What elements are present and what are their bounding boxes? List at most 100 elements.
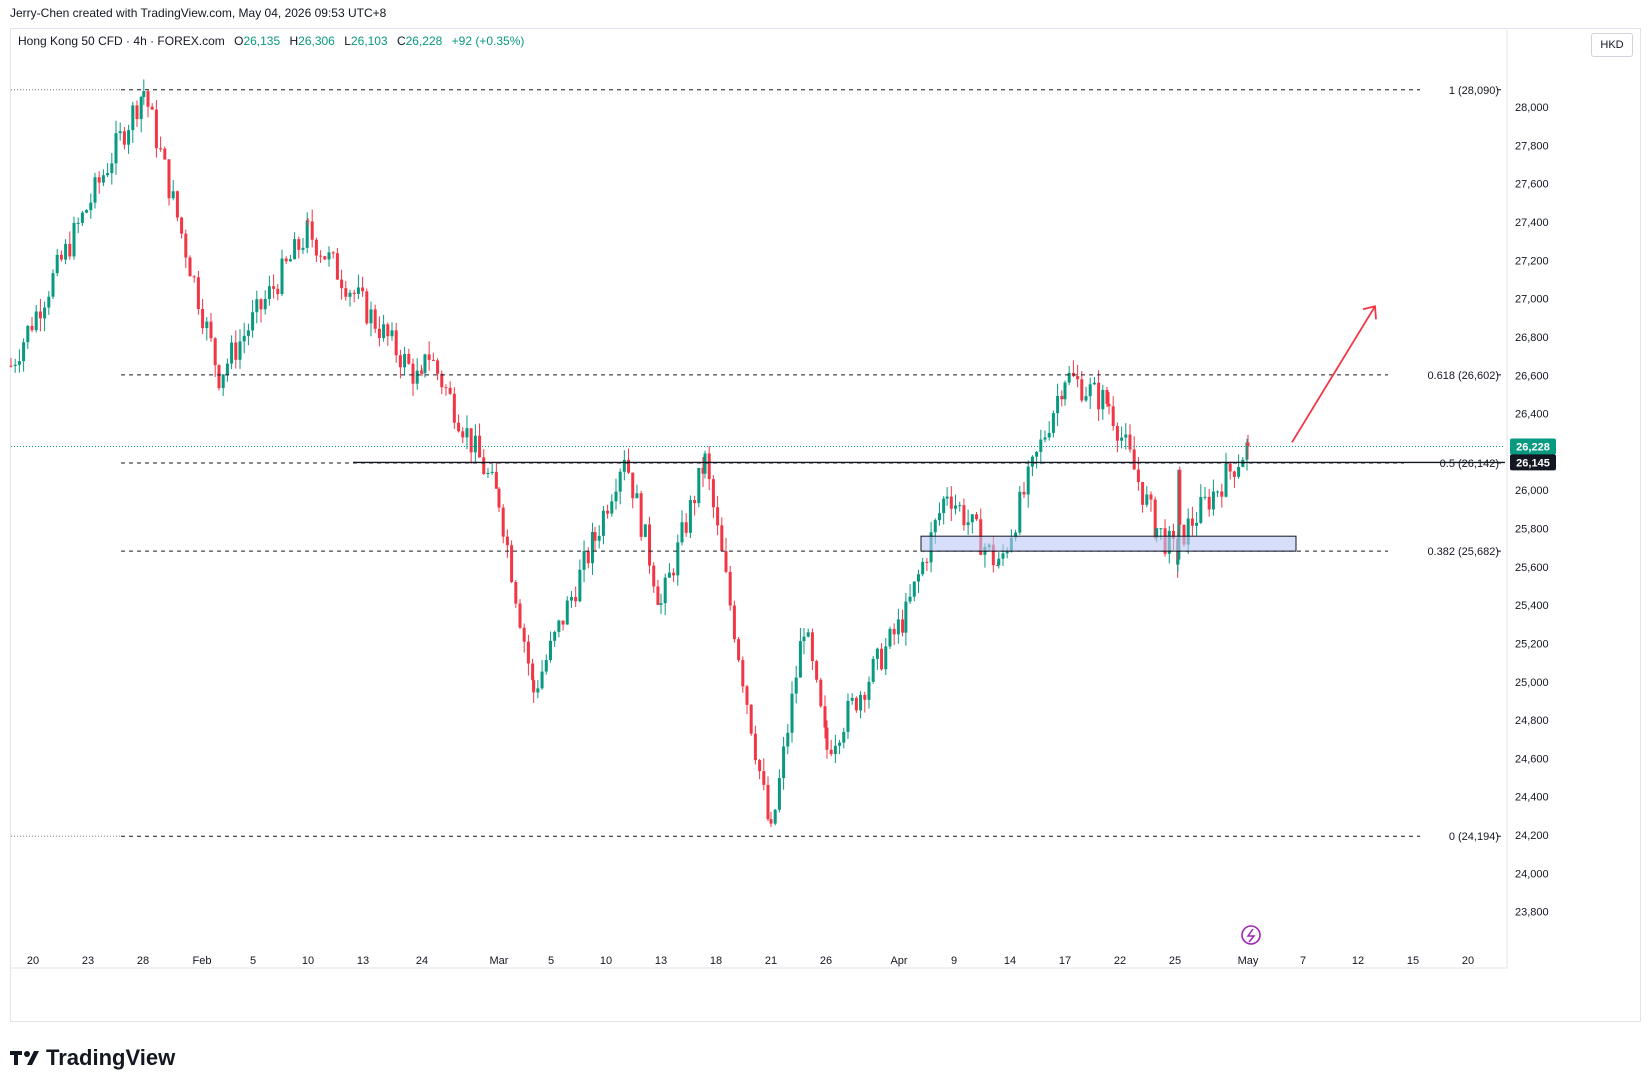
y-tick-label: 27,600	[1515, 179, 1549, 191]
candle-body	[590, 531, 594, 564]
candle-body	[639, 493, 643, 537]
candle-body	[536, 688, 540, 693]
candle-body	[1199, 497, 1203, 523]
chart-frame	[10, 28, 1641, 1022]
x-tick-label: 22	[1114, 955, 1126, 967]
candle-body	[142, 91, 146, 98]
candle-body	[802, 636, 806, 642]
candle-body	[288, 259, 292, 262]
candle-body	[344, 288, 348, 297]
candle-body	[1111, 406, 1115, 427]
candle-body	[1216, 491, 1220, 493]
candle-body	[1063, 382, 1067, 400]
y-tick-label: 24,600	[1515, 753, 1549, 765]
x-tick-label: 10	[600, 955, 612, 967]
y-tick-label: 28,000	[1515, 102, 1549, 114]
candle-body	[9, 365, 13, 367]
candle-body	[122, 131, 126, 145]
candle-body	[1097, 382, 1101, 410]
candle-body	[131, 105, 135, 131]
candle-body	[701, 467, 705, 474]
candle-body	[933, 520, 937, 533]
candle-body	[201, 309, 205, 329]
candle-body	[958, 505, 962, 507]
fib-label-bg	[1420, 829, 1494, 844]
candle-body	[842, 731, 846, 743]
candle-body	[937, 513, 941, 521]
candle-body	[724, 551, 728, 572]
candle-body	[293, 239, 297, 260]
candle-body	[221, 374, 225, 389]
candle-body	[758, 760, 762, 772]
candle-body	[838, 742, 842, 746]
candle-body	[815, 661, 819, 680]
symbol-title[interactable]: Hong Kong 50 CFD · 4h · FOREX.com	[18, 34, 225, 48]
candle-body	[557, 620, 561, 632]
candle-body	[494, 471, 498, 489]
candle-body	[13, 364, 17, 366]
x-tick-label: Apr	[890, 955, 907, 967]
candle-body	[688, 500, 692, 533]
candle-body	[996, 565, 1000, 567]
y-tick-label: 27,000	[1515, 294, 1549, 306]
candle-body	[749, 704, 753, 734]
candle-body	[427, 354, 431, 360]
candle-body	[213, 338, 217, 366]
candle-body	[382, 324, 386, 339]
candle-body	[908, 596, 912, 602]
candle-body	[732, 605, 736, 640]
candle-body	[297, 239, 301, 250]
line-price-badge	[1510, 454, 1556, 471]
candle-body	[648, 524, 652, 566]
candle-body	[403, 353, 407, 368]
candle-body	[949, 496, 953, 509]
y-tick-label: 24,200	[1515, 830, 1549, 842]
candle-body	[1107, 403, 1111, 407]
candle-body	[139, 97, 143, 120]
candle-body	[30, 325, 34, 331]
candle-body	[663, 577, 667, 604]
y-tick-label: 26,800	[1515, 332, 1549, 344]
tradingview-brand[interactable]: TradingView	[10, 1045, 175, 1071]
candle-body	[68, 243, 72, 257]
candle-body	[991, 544, 995, 566]
candle-body	[1159, 528, 1163, 530]
candle-body	[945, 496, 949, 499]
candle-body	[867, 681, 871, 700]
candle-body	[284, 258, 288, 262]
candle-body	[565, 600, 569, 625]
candle-body	[43, 307, 47, 319]
y-tick-label: 23,800	[1515, 907, 1549, 919]
candle-body	[486, 472, 490, 475]
close-label: C	[396, 34, 406, 48]
candle-body	[1228, 463, 1232, 472]
y-tick-label: 24,400	[1515, 792, 1549, 804]
currency-button[interactable]: HKD	[1591, 33, 1633, 57]
candle-body	[1105, 389, 1109, 404]
candle-body	[798, 641, 802, 678]
candle-body	[762, 771, 766, 785]
candle-body	[606, 510, 610, 514]
candle-body	[859, 694, 863, 711]
last-price-label: 26,228	[1516, 442, 1550, 454]
candle-body	[419, 370, 423, 373]
candle-body	[225, 363, 229, 375]
candle-body	[871, 658, 875, 682]
candle-body	[163, 148, 167, 160]
candle-body	[1018, 491, 1022, 533]
event-marker-icon[interactable]	[1241, 925, 1261, 945]
candle-body	[888, 628, 892, 647]
candle-body	[473, 435, 477, 453]
candle-body	[975, 514, 979, 520]
candle-body	[672, 572, 676, 576]
candle-body	[188, 257, 192, 277]
candle-body	[618, 471, 622, 492]
candle-body	[1211, 491, 1215, 510]
x-tick-label: 7	[1300, 955, 1306, 967]
event-bolt-icon	[1246, 928, 1256, 943]
y-tick-label: 27,800	[1515, 140, 1549, 152]
candle-body	[1136, 469, 1140, 483]
candle-body	[904, 601, 908, 633]
high-value: 26,306	[298, 34, 335, 48]
